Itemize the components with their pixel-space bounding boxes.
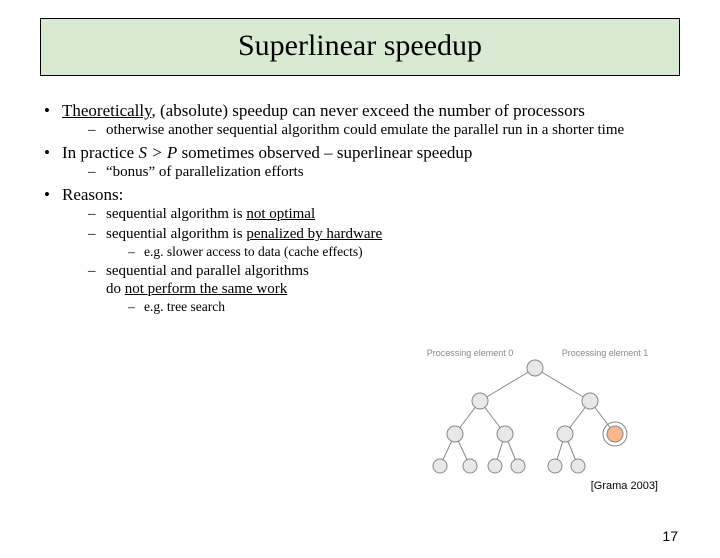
slide-body: Theoretically, (absolute) speedup can ne… — [40, 100, 680, 316]
bullet-2-math: S > P — [138, 143, 177, 162]
bullet-1: Theoretically, (absolute) speedup can ne… — [40, 100, 680, 140]
bullet-2-sub-1: “bonus” of parallelization efforts — [88, 163, 680, 182]
bullet-list: Theoretically, (absolute) speedup can ne… — [40, 100, 680, 316]
bullet-3-sub-3-sub-1: e.g. tree search — [128, 299, 680, 316]
page-number: 17 — [662, 528, 678, 544]
bullet-3-sub-3: sequential and parallel algorithms do no… — [88, 262, 680, 316]
bullet-1-sub-1: otherwise another sequential algorithm c… — [88, 121, 680, 140]
bullet-3-sub-2: sequential algorithm is penalized by har… — [88, 225, 680, 261]
bullet-3-sub-2-sub-1: e.g. slower access to data (cache effect… — [128, 244, 680, 261]
slide-title: Superlinear speedup — [41, 29, 679, 63]
svg-text:Processing element 1: Processing element 1 — [562, 348, 649, 358]
title-box: Superlinear speedup — [40, 18, 680, 76]
svg-text:Processing element 0: Processing element 0 — [427, 348, 514, 358]
bullet-3: Reasons: sequential algorithm is not opt… — [40, 184, 680, 316]
bullet-3-sub-3-line2-pre: do — [106, 281, 125, 297]
bullet-3-sub-3-line1: sequential and parallel algorithms — [106, 263, 309, 279]
bullet-1-underlined: Theoretically — [62, 101, 152, 120]
bullet-3-sub-1-pre: sequential algorithm is — [106, 206, 246, 222]
bullet-3-sub-1: sequential algorithm is not optimal — [88, 205, 680, 224]
bullet-1-rest: , (absolute) speedup can never exceed th… — [152, 101, 585, 120]
bullet-2-pre: In practice — [62, 143, 138, 162]
bullet-3-text: Reasons: — [62, 185, 123, 204]
bullet-2: In practice S > P sometimes observed – s… — [40, 142, 680, 182]
citation: [Grama 2003] — [591, 480, 658, 492]
bullet-3-sub-2-pre: sequential algorithm is — [106, 226, 246, 242]
bullet-2-post: sometimes observed – superlinear speedup — [177, 143, 472, 162]
bullet-3-sub-3-line2-u: not perform the same work — [125, 281, 287, 297]
tree-search-diagram: Processing element 0 Processing element 1 — [410, 346, 660, 486]
bullet-3-sub-2-u: penalized by hardware — [246, 226, 382, 242]
bullet-3-sub-1-u: not optimal — [246, 206, 315, 222]
